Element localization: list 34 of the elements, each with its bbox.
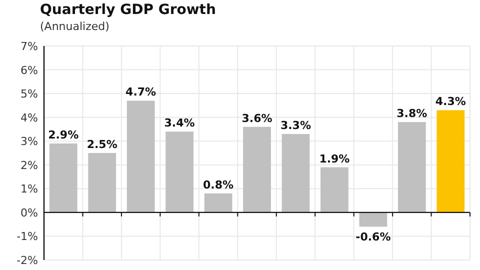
bar (398, 122, 426, 212)
bar (88, 153, 116, 212)
bar (166, 132, 194, 212)
data-label: 4.3% (435, 95, 466, 108)
y-tick-label: 4% (20, 111, 38, 124)
data-label: 3.8% (396, 107, 428, 120)
bar (436, 110, 465, 212)
y-tick-label: 1% (20, 182, 38, 196)
y-tick-label: -1% (16, 230, 38, 244)
y-tick-label: -2% (16, 254, 38, 267)
y-tick-label: 0% (20, 206, 38, 220)
bar (359, 212, 388, 227)
bar (126, 100, 155, 212)
bar (243, 126, 271, 212)
data-label: -0.6% (356, 230, 391, 244)
y-tick-label: 3% (20, 135, 38, 148)
bar (204, 193, 232, 212)
bar (49, 143, 78, 212)
data-label: 1.9% (319, 152, 350, 166)
data-label: 2.5% (86, 138, 118, 151)
data-label: 4.7% (126, 86, 156, 99)
y-tick-label: 6% (20, 64, 38, 77)
data-label: 2.9% (48, 128, 79, 142)
bar (320, 167, 348, 212)
y-tick-label: 7% (20, 40, 38, 53)
y-tick-label: 2% (20, 158, 38, 172)
data-label: 3.3% (280, 118, 311, 132)
data-label: 0.8% (203, 178, 234, 192)
data-label: 3.4% (164, 116, 195, 130)
y-tick-label: 5% (20, 88, 38, 101)
chart-subtitle: (Annualized) (40, 20, 110, 33)
data-label: 3.6% (242, 112, 272, 125)
chart-title: Quarterly GDP Growth (40, 2, 216, 18)
bar (282, 134, 310, 212)
